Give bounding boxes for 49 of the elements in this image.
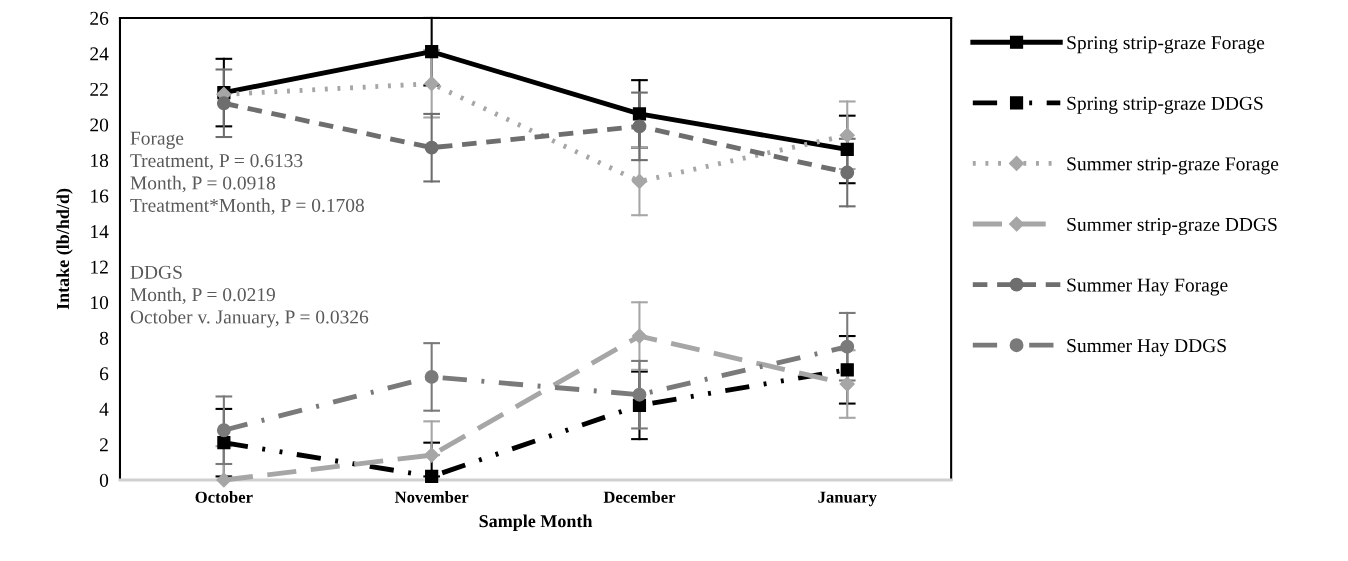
y-tick-label: 26	[90, 11, 109, 25]
point	[632, 119, 647, 134]
point	[631, 173, 648, 190]
legend-label: Spring strip-graze Forage	[1067, 36, 1265, 54]
annotation: DDGS Month, P = 0.0219 October v. January, P = 0.0326	[130, 265, 369, 328]
y-tick-label: 20	[90, 118, 109, 132]
point	[424, 369, 439, 384]
y-tick-label: 0	[99, 473, 109, 487]
x-tick-label: November	[394, 491, 469, 503]
legend-label: Summer strip-graze Forage	[1067, 157, 1279, 175]
legend-label: Summer Hay Forage	[1067, 278, 1228, 296]
point	[216, 472, 232, 488]
y-tick-label: 16	[91, 189, 109, 203]
point	[632, 387, 647, 402]
point	[216, 423, 231, 438]
point	[424, 447, 440, 463]
legend-label: Summer Hay DDGS	[1067, 339, 1226, 357]
point	[840, 363, 854, 377]
y-axis-title: Intake (lb/hd/d)	[56, 188, 73, 310]
y-tick-label: 4	[99, 402, 109, 416]
point	[840, 339, 855, 354]
x-tick-label: January	[818, 491, 877, 507]
point	[217, 436, 231, 450]
y-tick-label: 2	[99, 438, 108, 452]
point	[425, 45, 439, 59]
y-tick-label: 14	[91, 225, 109, 238]
y-tick-label: 12	[91, 260, 108, 274]
y-tick-label: 10	[91, 296, 109, 310]
x-tick-label: October	[195, 491, 253, 503]
y-tick-label: 6	[99, 367, 109, 381]
y-tick-label: 24	[90, 47, 109, 61]
point	[216, 96, 231, 111]
point	[840, 165, 855, 180]
annotation: Forage Treatment, P = 0.6133 Month, P = 0.0918 Treatment*Month, P = 0.1708	[130, 131, 364, 215]
x-axis-title: Sample Month	[479, 514, 593, 531]
point	[839, 376, 855, 392]
point	[424, 76, 440, 92]
y-tick-label: 22	[90, 82, 108, 96]
point	[840, 142, 854, 157]
point	[632, 107, 647, 121]
x-tick-label: December	[603, 491, 676, 503]
point	[631, 328, 648, 344]
y-tick-label: 18	[91, 153, 109, 168]
legend-label: Summer strip-graze DDGS	[1067, 217, 1277, 236]
y-tick-label: 8	[99, 331, 109, 345]
point	[839, 127, 855, 143]
point	[425, 469, 439, 484]
legend-label: Spring strip-graze DDGS	[1067, 96, 1263, 114]
point	[424, 140, 439, 155]
